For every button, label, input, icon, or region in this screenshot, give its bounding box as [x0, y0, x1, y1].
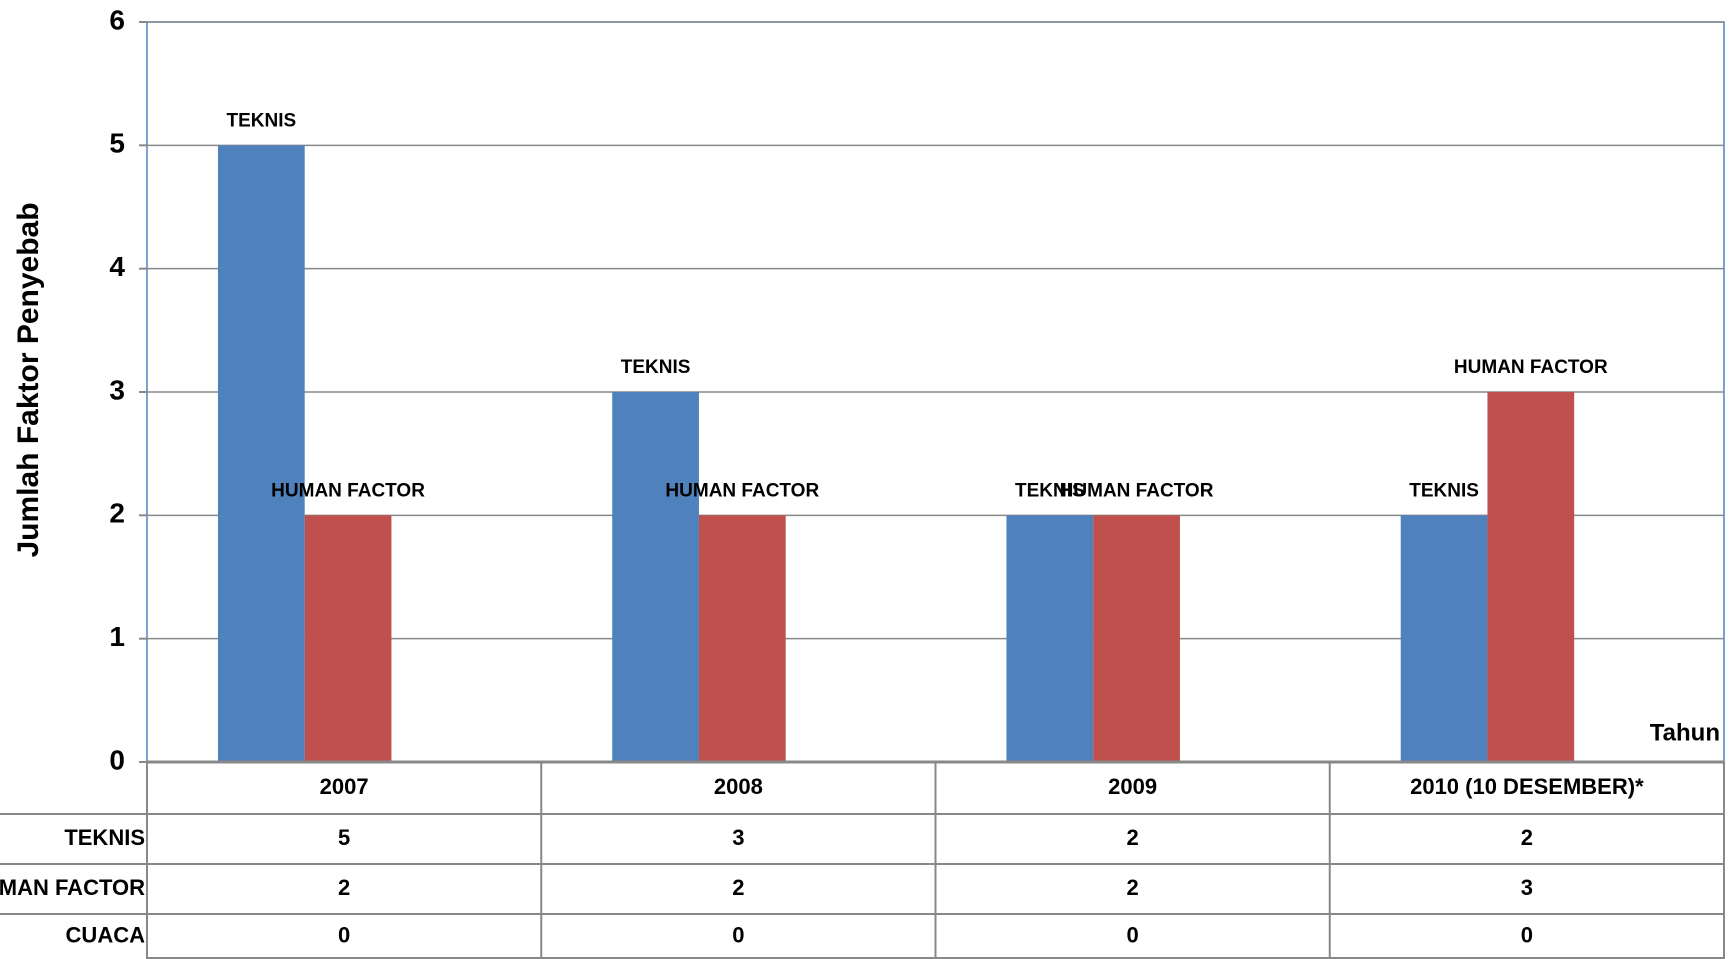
y-tick-label: 2 — [109, 498, 125, 529]
x-axis-title: Tahun — [1650, 719, 1720, 746]
bar — [612, 392, 699, 762]
y-tick-label: 1 — [109, 621, 125, 652]
x-tick-label: 2010 (10 DESEMBER)* — [1410, 774, 1644, 799]
table-cell: 5 — [338, 825, 350, 850]
table-cell: 2 — [1127, 825, 1139, 850]
y-tick-label: 0 — [109, 744, 125, 775]
table-cell: 3 — [1521, 875, 1533, 900]
x-tick-label: 2009 — [1108, 774, 1157, 799]
bar — [698, 515, 786, 762]
y-axis-title: Jumlah Faktor Penyebab — [12, 202, 45, 557]
y-tick-label: 3 — [109, 374, 125, 405]
bar-label: TEKNIS — [226, 110, 296, 131]
table-row-label: HUMAN FACTOR — [0, 875, 145, 900]
x-tick-label: 2007 — [320, 774, 369, 799]
bar-label: TEKNIS — [621, 357, 691, 378]
table-cell: 0 — [1521, 922, 1533, 947]
table-cell: 0 — [338, 922, 350, 947]
bar-label: HUMAN FACTOR — [1454, 357, 1608, 378]
y-tick-label: 5 — [109, 128, 125, 159]
table-cell: 2 — [1521, 825, 1533, 850]
bar-label: HUMAN FACTOR — [271, 480, 425, 501]
bar — [1487, 392, 1575, 762]
bar-label: TEKNIS — [1409, 480, 1479, 501]
table-cell: 2 — [338, 875, 350, 900]
table-row-label: CUACA — [66, 922, 146, 947]
bar-label: HUMAN FACTOR — [665, 480, 819, 501]
y-tick-label: 4 — [109, 251, 125, 282]
table-cell: 3 — [732, 825, 744, 850]
bar — [304, 515, 392, 762]
bar — [1006, 515, 1094, 762]
bar-label: HUMAN FACTOR — [1060, 480, 1214, 501]
bar-label: TEKNIS — [1015, 480, 1085, 501]
table-cell: 2 — [732, 875, 744, 900]
table-cell: 0 — [732, 922, 744, 947]
table-cell: 2 — [1127, 875, 1139, 900]
bar — [1093, 515, 1180, 762]
table-cell: 0 — [1127, 922, 1139, 947]
bar — [217, 145, 305, 763]
table-row-label: TEKNIS — [64, 825, 145, 850]
y-tick-label: 6 — [109, 4, 125, 35]
x-tick-label: 2008 — [714, 774, 763, 799]
bar — [1400, 515, 1488, 762]
